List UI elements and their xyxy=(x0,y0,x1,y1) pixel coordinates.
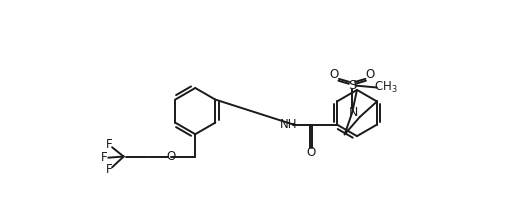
Text: F: F xyxy=(101,151,108,164)
Text: O: O xyxy=(167,150,176,163)
Text: O: O xyxy=(365,68,374,81)
Text: NH: NH xyxy=(280,118,297,131)
Text: O: O xyxy=(330,68,339,81)
Text: CH$_3$: CH$_3$ xyxy=(374,80,397,95)
Text: O: O xyxy=(306,146,316,159)
Text: S: S xyxy=(348,79,356,92)
Text: N: N xyxy=(348,106,358,119)
Text: F: F xyxy=(106,138,112,152)
Text: F: F xyxy=(106,163,112,176)
